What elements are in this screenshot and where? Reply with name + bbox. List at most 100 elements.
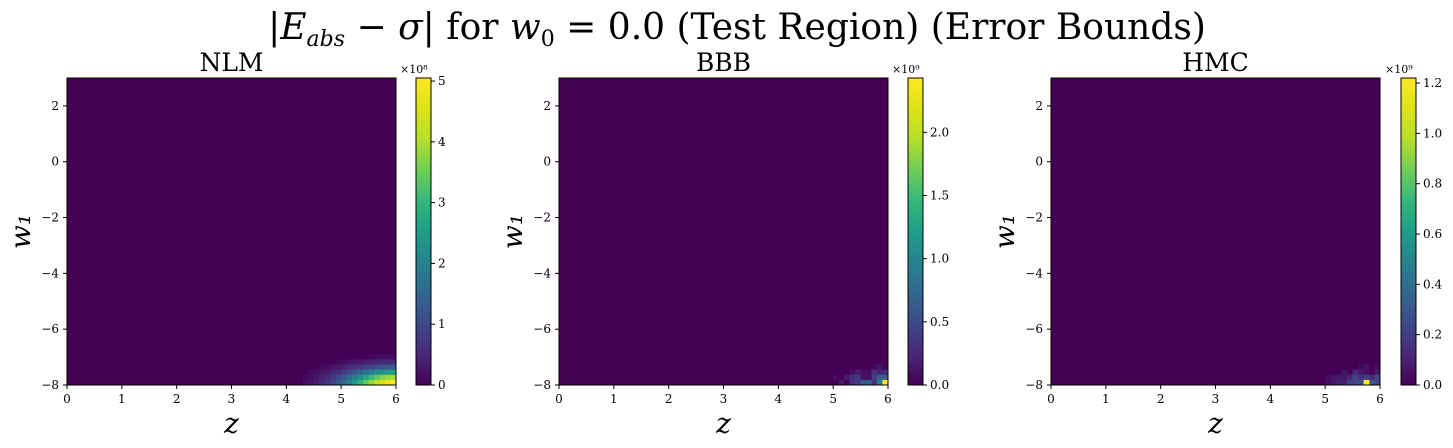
heatmap-cell <box>319 379 326 386</box>
heatmap-cell <box>860 379 867 386</box>
x-tick-label: 3 <box>228 392 236 406</box>
heatmap-cell <box>871 369 878 376</box>
x-tick-label: 5 <box>1321 392 1329 406</box>
colorbar-tick-label: 1.2 <box>1423 76 1442 90</box>
colorbar-tick-label: 5 <box>438 74 446 88</box>
heatmap-cell <box>1341 374 1348 381</box>
x-tick-label: 4 <box>775 392 783 406</box>
heatmap-cell <box>352 364 359 371</box>
heatmap-cell <box>1358 379 1364 386</box>
y-tick-label: 2 <box>1035 99 1043 113</box>
heatmap-cell <box>368 354 375 360</box>
y-tick-label: −6 <box>533 322 551 336</box>
colorbar-tick-label: 1.5 <box>930 188 949 202</box>
colorbar-tick-label: 0.0 <box>1423 378 1442 392</box>
heatmap-cell <box>368 379 375 386</box>
heatmap-cell <box>866 369 872 376</box>
heatmap-cell <box>1374 369 1381 376</box>
x-axis-label: z <box>715 407 731 440</box>
heatmap-cell <box>330 374 337 381</box>
heatmap-cells <box>1325 364 1381 386</box>
y-tick-label: −2 <box>41 211 59 225</box>
heatmap-cell <box>363 379 369 386</box>
x-tick-label: 6 <box>392 392 400 406</box>
heatmap-cell <box>374 364 380 371</box>
heatmap-cell <box>319 364 326 371</box>
heatmap-cell <box>1330 379 1337 386</box>
heatmap-cells <box>833 364 889 386</box>
heatmap-cell <box>368 369 375 376</box>
x-tick-label: 6 <box>884 392 892 406</box>
x-tick-label: 3 <box>1212 392 1220 406</box>
heatmap-cell <box>860 369 867 376</box>
heatmap-cell <box>335 359 342 365</box>
heatmap-cell <box>877 364 883 371</box>
y-tick-label: −8 <box>1025 378 1043 392</box>
colorbar-tick-label: 0.4 <box>1423 277 1442 291</box>
colorbar-multiplier: ×10⁹ <box>1385 63 1413 76</box>
x-tick-label: 2 <box>1157 392 1165 406</box>
heatmap-cell <box>1374 374 1381 381</box>
heatmap-cell <box>871 364 878 371</box>
x-tick-label: 1 <box>610 392 618 406</box>
colorbar: 0.0 0.2 0.4 0.6 0.8 1.0 1.2 ×10⁹ <box>1385 63 1442 392</box>
heatmap-cell <box>871 374 878 381</box>
x-tick-label: 5 <box>829 392 837 406</box>
heatmap-cell <box>385 364 391 371</box>
heatmap-cell <box>866 374 872 381</box>
heatmap-cell <box>855 374 861 381</box>
colorbar-tick-label: 0.5 <box>930 315 949 329</box>
heatmap-cell <box>368 364 375 371</box>
heatmap-cell <box>1352 379 1359 386</box>
heatmap-cell <box>357 379 364 386</box>
heatmap-cell <box>1374 364 1381 371</box>
heatmap-cell <box>313 369 320 376</box>
x-tick-label: 1 <box>1102 392 1110 406</box>
colorbar-gradient <box>415 77 432 386</box>
heatmap-cell <box>1374 379 1381 386</box>
heatmap-cell <box>1363 364 1370 371</box>
panel-title: NLM <box>199 48 263 77</box>
heatmap-cell <box>882 369 889 376</box>
heatmap-cell <box>352 369 359 376</box>
x-tick-label: 1 <box>118 392 126 406</box>
heatmap-cell <box>379 369 386 376</box>
heatmap-cell <box>341 374 348 381</box>
heatmap-cell <box>330 364 337 371</box>
colorbar-multiplier: ×10⁸ <box>400 63 428 76</box>
y-tick-label: −8 <box>533 378 551 392</box>
heatmap-cell <box>308 379 315 386</box>
heatmap-cell <box>849 369 856 376</box>
heatmap-cell <box>877 374 883 381</box>
panels: NLM 0 1 2 3 4 5 6 −8 −6 −4 −2 0 2 z w₁ 0 1 2 3 4 5 ×10⁸ BBB 0 1 2 3… <box>4 48 1442 440</box>
x-tick-label: 3 <box>720 392 728 406</box>
heatmap-cell <box>357 369 364 376</box>
x-tick-label: 4 <box>1267 392 1275 406</box>
heatmap-cell <box>1352 374 1359 381</box>
heatmap-cell <box>357 359 364 365</box>
heatmap-cell <box>1358 374 1364 381</box>
heatmap-cell <box>849 379 856 386</box>
heatmap-cell <box>844 374 851 381</box>
colorbar-tick-label: 0.0 <box>930 378 949 392</box>
y-tick-label: −6 <box>41 322 59 336</box>
colorbar-tick-label: 0.2 <box>1423 328 1442 342</box>
heatmap-cell <box>341 369 348 376</box>
colorbar-tick-label: 0 <box>438 378 446 392</box>
heatmap-cell <box>871 379 878 386</box>
colorbar-tick-label: 2 <box>438 256 446 270</box>
x-tick-label: 6 <box>1376 392 1384 406</box>
heatmap-cell <box>302 374 309 381</box>
heatmap-background <box>1051 78 1380 385</box>
colorbar-tick-label: 1.0 <box>930 252 949 266</box>
heatmap-cell <box>860 374 867 381</box>
heatmap-cell <box>330 369 337 376</box>
colorbar-tick-label: 4 <box>438 135 446 149</box>
heatmap-cell <box>319 374 326 381</box>
heatmap-cell <box>341 359 348 365</box>
heatmap-cell <box>308 374 315 381</box>
colorbar: 0 1 2 3 4 5 ×10⁸ <box>400 63 446 392</box>
heatmap-cell <box>363 374 369 381</box>
heatmap-peak-cell <box>390 379 397 386</box>
